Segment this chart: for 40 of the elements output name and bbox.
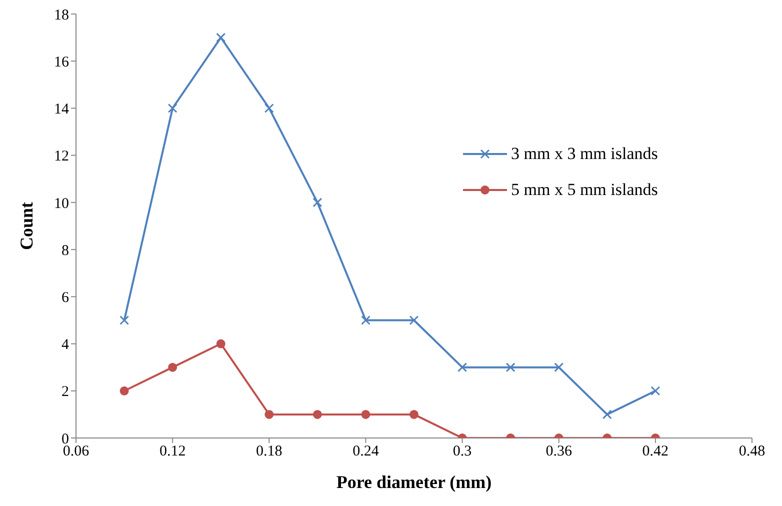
- point: [361, 410, 370, 419]
- x-axis-title: Pore diameter (mm): [336, 472, 492, 492]
- legend-label: 5 mm x 5 mm islands: [511, 180, 658, 200]
- x-tick-label: 0.48: [738, 444, 766, 460]
- x-tick-label: 0.3: [452, 444, 472, 460]
- point: [409, 315, 419, 325]
- x-tick-label: 0.12: [159, 444, 186, 460]
- point: [410, 410, 418, 419]
- point: [360, 315, 370, 325]
- y-tick-label: 6: [62, 290, 70, 306]
- x-tick-label: 0.18: [256, 444, 282, 460]
- point: [506, 362, 516, 372]
- point: [120, 315, 130, 325]
- point: [216, 339, 226, 348]
- y-tick-label: 16: [54, 54, 70, 70]
- point: [650, 386, 660, 396]
- y-tick-label: 18: [54, 7, 69, 24]
- point: [168, 362, 178, 372]
- point: [554, 362, 564, 372]
- point: [312, 410, 322, 419]
- point: [216, 32, 226, 42]
- x-tick-label: 0.24: [352, 444, 380, 460]
- x-tick-label: 0.42: [642, 444, 669, 460]
- point: [264, 103, 274, 113]
- point: [168, 103, 178, 113]
- point: [458, 362, 468, 372]
- y-tick-label: 12: [54, 148, 69, 165]
- point: [312, 198, 322, 208]
- y-tick-label: 10: [54, 196, 69, 212]
- y-tick-label: 8: [62, 242, 69, 259]
- x-tick-label: 0.06: [62, 444, 90, 460]
- y-tick-label: 14: [54, 102, 70, 118]
- legend-label: 3 mm x 3 mm islands: [511, 144, 658, 164]
- x-tick-label: 0.36: [546, 444, 572, 460]
- point: [120, 386, 129, 396]
- y-tick-label: 4: [62, 337, 70, 354]
- point: [264, 410, 274, 419]
- y-tick-label: 2: [62, 384, 69, 400]
- y-axis-title: Count: [16, 202, 36, 250]
- point: [602, 410, 612, 420]
